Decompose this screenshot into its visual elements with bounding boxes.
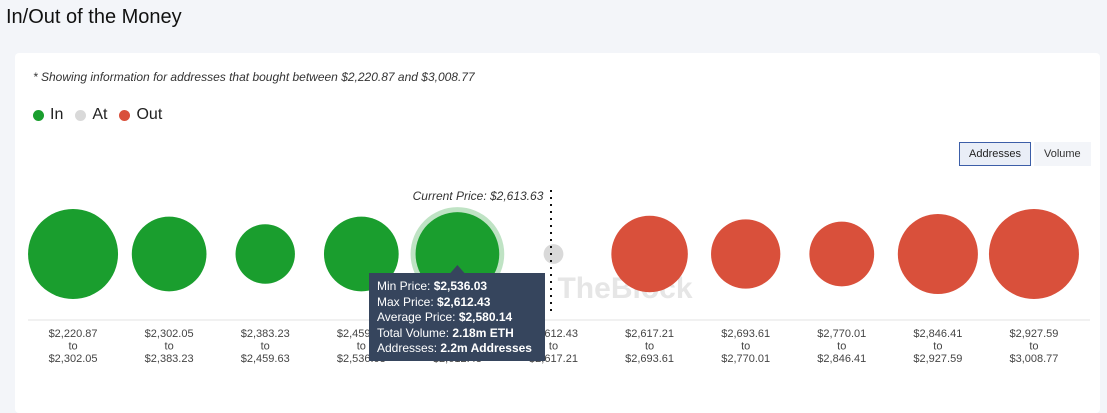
- bubble-out[interactable]: [611, 215, 688, 293]
- legend-in-dot-icon: [33, 109, 44, 121]
- range-note: * Showing information for addresses that…: [33, 70, 475, 84]
- tooltip-total-volume: Total Volume: 2.18m ETH: [377, 325, 514, 340]
- metric-toggle: Addresses Volume: [959, 142, 1091, 166]
- legend-item-out[interactable]: Out: [119, 106, 162, 124]
- tooltip-pointer: [450, 265, 465, 273]
- bubble-out[interactable]: [988, 209, 1079, 299]
- bin-tick-label: $2,220.87 to $2,302.05: [49, 328, 98, 365]
- bubble-in[interactable]: [131, 216, 207, 292]
- bin-tick-label: $2,770.01 to $2,846.41: [817, 328, 866, 365]
- legend-out-dot-icon: [119, 109, 131, 121]
- tooltip-addresses: Addresses: 2.2m Addresses: [377, 341, 532, 355]
- bubble-out[interactable]: [809, 221, 875, 287]
- bin-tick-label: $2,383.23 to $2,459.63: [241, 328, 290, 365]
- tooltip-min-price: Min Price: $2,536.03: [377, 279, 488, 293]
- bin-tick-label: $2,927.59 to $3,008.77: [1009, 328, 1058, 365]
- legend-at-dot-icon: [75, 109, 87, 121]
- legend-item-at[interactable]: At: [75, 106, 107, 124]
- bubble-in[interactable]: [323, 216, 399, 292]
- tooltip-max-price: Max Price: $2,612.43: [377, 294, 491, 309]
- legend-out-label: Out: [136, 106, 163, 123]
- bin-tick-label: $2,846.41 to $2,927.59: [913, 328, 962, 365]
- legend: In At Out: [33, 106, 162, 124]
- volume-button[interactable]: Volume: [1033, 142, 1091, 166]
- page-title: In/Out of the Money: [6, 6, 182, 28]
- bubble-out[interactable]: [897, 213, 978, 295]
- addresses-button[interactable]: Addresses: [959, 142, 1031, 166]
- bubble-chart: TheBlock $2,220.87 to $2,302.05$2,302.05 to…: [28, 189, 1090, 365]
- legend-item-in[interactable]: In: [33, 106, 63, 124]
- current-price-label: Current Price: $2,613.63: [413, 189, 544, 203]
- tooltip: Min Price: $2,536.03 Max Price: $2,612.4…: [369, 273, 545, 361]
- bubble-out[interactable]: [711, 219, 781, 289]
- bin-tick-label: $2,302.05 to $2,383.23: [145, 328, 194, 365]
- legend-at-label: At: [92, 106, 108, 123]
- bin-tick-label: $2,617.21 to $2,693.61: [625, 328, 674, 365]
- bubble-at[interactable]: [543, 244, 564, 264]
- bin-tick-label: $2,693.61 to $2,770.01: [721, 328, 770, 365]
- bubble-in[interactable]: [28, 209, 119, 299]
- tooltip-average-price: Average Price: $2,580.14: [377, 310, 513, 324]
- legend-in-label: In: [50, 106, 64, 123]
- bubble-in[interactable]: [235, 224, 295, 284]
